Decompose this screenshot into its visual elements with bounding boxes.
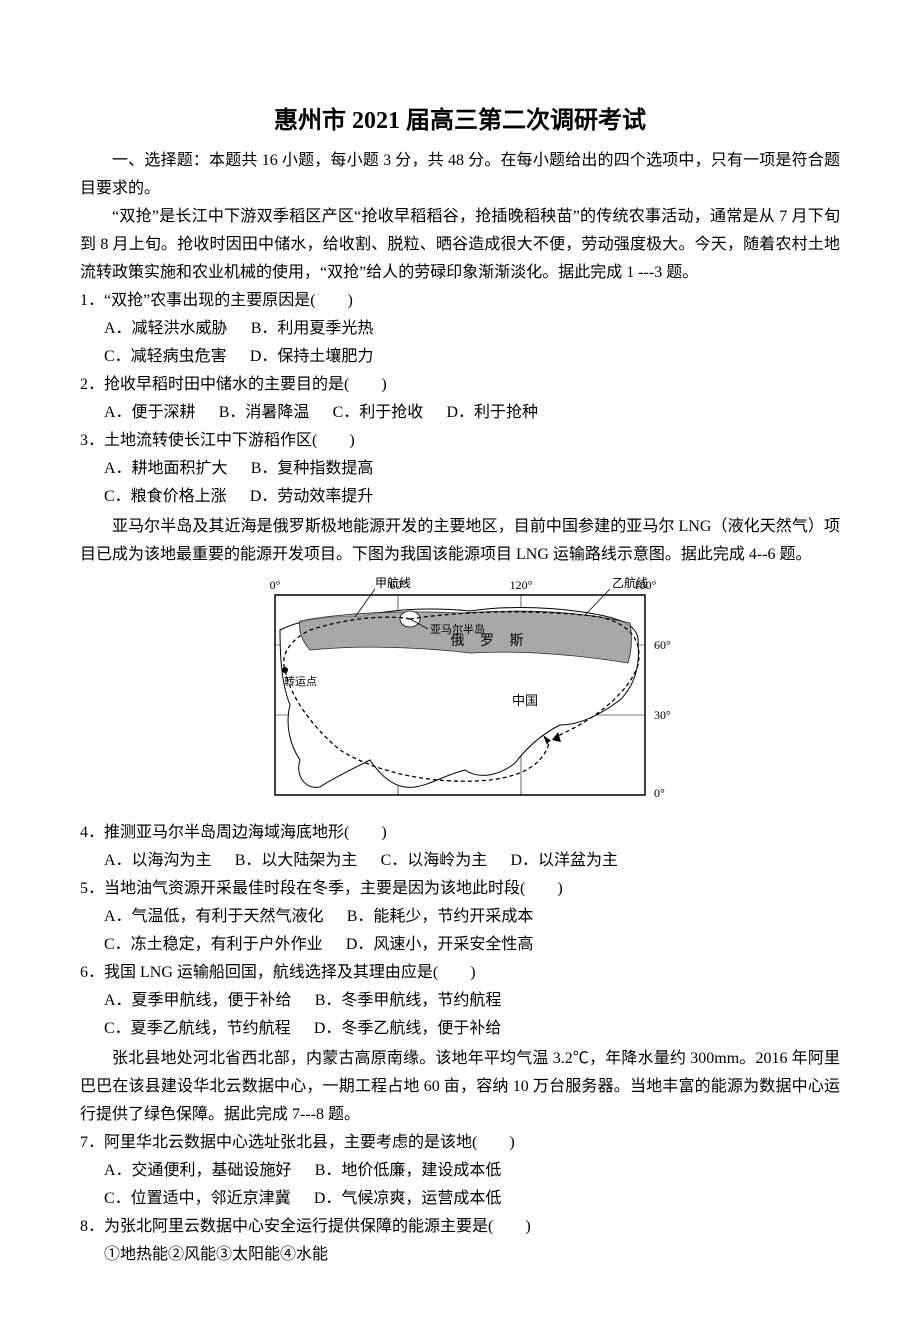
q2-opt-d: D．利于抢种 [447, 399, 539, 427]
lat-0: 0° [654, 786, 665, 800]
lat-30: 30° [654, 708, 671, 722]
exam-page: 惠州市 2021 届高三第二次调研考试 一、选择题：本题共 16 小题，每小题 … [0, 0, 920, 1329]
q1-opt-c: C．减轻病虫危害 [104, 343, 227, 371]
q6-opt-d: D．冬季乙航线，便于补给 [314, 1015, 502, 1043]
q7-opt-b: B．地价低廉，建设成本低 [315, 1157, 502, 1185]
q4-opt-d: D．以洋盆为主 [511, 847, 619, 875]
q5-stem: 5．当地油气资源开采最佳时段在冬季，主要是因为该地此时段( ) [80, 875, 840, 903]
q1-opt-a: A．减轻洪水威胁 [104, 315, 228, 343]
q1-options: A．减轻洪水威胁 B．利用夏季光热 C．减轻病虫危害 D．保持土壤肥力 [80, 315, 840, 371]
q5-options: A．气温低，有利于天然气液化 B．能耗少，节约开采成本 C．冻土稳定，有利于户外… [80, 903, 840, 959]
q7-opt-a: A．交通便利，基础设施好 [104, 1157, 292, 1185]
q2-options: A．便于深耕 B．消暑降温 C．利于抢收 D．利于抢种 [80, 399, 840, 427]
map-figure: 0° 60° 120° 180° 60° 30° 0° 甲航线 乙航线 亚马尔半… [80, 575, 840, 815]
q6-opt-a: A．夏季甲航线，便于补给 [104, 987, 292, 1015]
q7-options: A．交通便利，基础设施好 B．地价低廉，建设成本低 C．位置适中，邻近京津冀 D… [80, 1157, 840, 1213]
lon-120: 120° [510, 578, 533, 592]
q5-opt-a: A．气温低，有利于天然气液化 [104, 903, 324, 931]
passage-3: 张北县地处河北省西北部，内蒙古高原南缘。该地年平均气温 3.2℃，年降水量约 3… [80, 1045, 840, 1129]
passage-1: “双抢”是长江中下游双季稻区产区“抢收早稻稻谷，抢插晚稻秧苗”的传统农事活动，通… [80, 203, 840, 287]
q8-circles: ①地热能②风能③太阳能④水能 [80, 1241, 840, 1269]
q6-opt-c: C．夏季乙航线，节约航程 [104, 1015, 291, 1043]
lon-0: 0° [270, 578, 281, 592]
q7-opt-d: D．气候凉爽，运营成本低 [314, 1185, 502, 1213]
label-china: 中国 [512, 693, 538, 708]
q1-opt-b: B．利用夏季光热 [251, 315, 374, 343]
q5-opt-b: B．能耗少，节约开采成本 [347, 903, 534, 931]
q3-opt-a: A．耕地面积扩大 [104, 455, 228, 483]
section-header: 一、选择题：本题共 16 小题，每小题 3 分，共 48 分。在每小题给出的四个… [80, 147, 840, 203]
label-transfer: 转运点 [284, 674, 317, 688]
q3-stem: 3．土地流转使长江中下游稻作区( ) [80, 427, 840, 455]
q5-opt-d: D．风速小，开采安全性高 [346, 931, 534, 959]
q3-options: A．耕地面积扩大 B．复种指数提高 C．粮食价格上涨 D．劳动效率提升 [80, 455, 840, 511]
lat-60: 60° [654, 638, 671, 652]
q8-stem: 8．为张北阿里云数据中心安全运行提供保障的能源主要是( ) [80, 1213, 840, 1241]
q3-opt-b: B．复种指数提高 [251, 455, 374, 483]
q3-opt-d: D．劳动效率提升 [250, 483, 374, 511]
q6-opt-b: B．冬季甲航线，节约航程 [315, 987, 502, 1015]
label-russia: 俄 罗 斯 [451, 633, 530, 649]
q5-opt-c: C．冻土稳定，有利于户外作业 [104, 931, 323, 959]
q2-opt-a: A．便于深耕 [104, 399, 196, 427]
q2-opt-b: B．消暑降温 [219, 399, 310, 427]
q2-stem: 2．抢收早稻时田中储水的主要目的是( ) [80, 371, 840, 399]
q6-stem: 6．我国 LNG 运输船回国，航线选择及其理由应是( ) [80, 959, 840, 987]
q4-opt-c: C．以海岭为主 [381, 847, 488, 875]
q6-options: A．夏季甲航线，便于补给 B．冬季甲航线，节约航程 C．夏季乙航线，节约航程 D… [80, 987, 840, 1043]
label-route-a: 甲航线 [375, 575, 411, 590]
q3-opt-c: C．粮食价格上涨 [104, 483, 227, 511]
q7-opt-c: C．位置适中，邻近京津冀 [104, 1185, 291, 1213]
label-route-b: 乙航线 [612, 575, 648, 590]
q1-opt-d: D．保持土壤肥力 [250, 343, 374, 371]
page-title: 惠州市 2021 届高三第二次调研考试 [80, 100, 840, 135]
q4-opt-b: B．以大陆架为主 [235, 847, 358, 875]
q7-stem: 7．阿里华北云数据中心选址张北县，主要考虑的是该地( ) [80, 1129, 840, 1157]
q4-stem: 4．推测亚马尔半岛周边海域海底地形( ) [80, 819, 840, 847]
q4-options: A．以海沟为主 B．以大陆架为主 C．以海岭为主 D．以洋盆为主 [80, 847, 840, 875]
passage-2: 亚马尔半岛及其近海是俄罗斯极地能源开发的主要地区，目前中国参建的亚马尔 LNG（… [80, 513, 840, 569]
q1-stem: 1．“双抢”农事出现的主要原因是( ) [80, 287, 840, 315]
q2-opt-c: C．利于抢收 [333, 399, 424, 427]
q4-opt-a: A．以海沟为主 [104, 847, 212, 875]
map-svg: 0° 60° 120° 180° 60° 30° 0° 甲航线 乙航线 亚马尔半… [240, 575, 680, 810]
